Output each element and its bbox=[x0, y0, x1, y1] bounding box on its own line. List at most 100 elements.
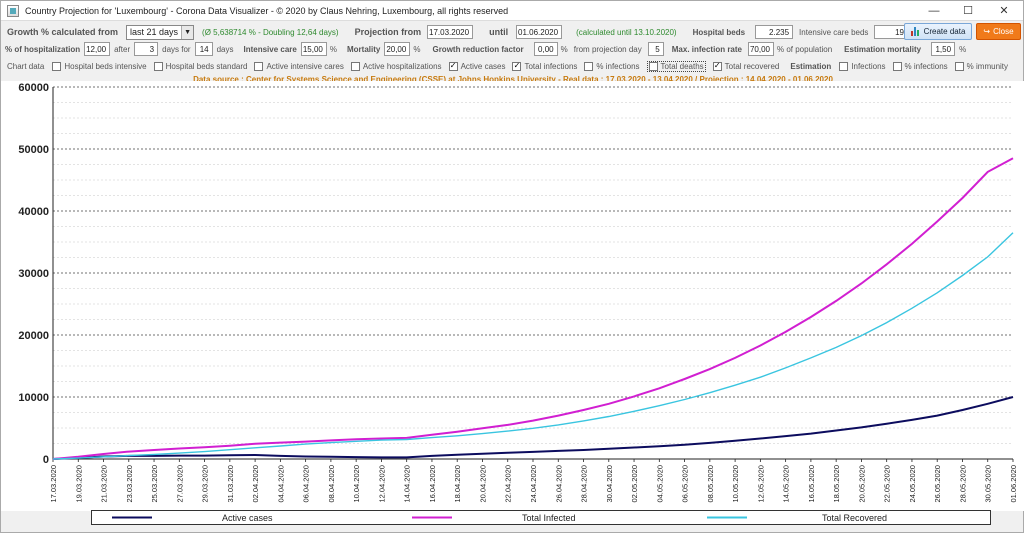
create-data-button[interactable]: Create data bbox=[904, 23, 972, 40]
after-field[interactable]: 3 bbox=[134, 42, 159, 56]
y-tick-label: 30000 bbox=[18, 268, 49, 280]
checkbox-box[interactable]: ✓ bbox=[712, 61, 722, 71]
hospital-beds-label: Hospital beds bbox=[692, 27, 746, 37]
maximize-button[interactable]: ☐ bbox=[963, 5, 973, 17]
series-line-active-cases bbox=[52, 396, 1014, 460]
from-day-field[interactable]: 5 bbox=[647, 42, 664, 56]
legend-label: Active cases bbox=[222, 513, 273, 523]
checkbox-hospital-beds-standard[interactable]: Hospital beds standard bbox=[153, 61, 248, 71]
estimation-mortality-field[interactable]: 1,50 bbox=[931, 42, 956, 56]
window-title: Country Projection for 'Luxembourg' - Co… bbox=[25, 5, 509, 16]
days-for-label: days for bbox=[162, 44, 191, 54]
days-for-field[interactable]: 14 bbox=[194, 42, 213, 56]
projection-from-label: Projection from bbox=[354, 27, 422, 37]
close-label: Close bbox=[993, 27, 1014, 36]
growth-period-select[interactable]: last 21 days ▼ bbox=[126, 24, 195, 40]
mortality-field[interactable]: 20,00 bbox=[384, 42, 411, 56]
checkbox-label: % infections bbox=[904, 61, 948, 71]
projection-chart: 0 10000 20000 30000 40000 50000 60000 17.03.202… bbox=[18, 82, 1018, 503]
checkbox-label: % immunity bbox=[966, 61, 1009, 71]
x-tick-label: 30.05.2020 bbox=[984, 465, 993, 503]
checkbox-box[interactable] bbox=[254, 61, 264, 71]
series-line-total-recovered bbox=[52, 232, 1014, 460]
minimize-button[interactable]: — bbox=[928, 4, 940, 17]
estimation-label: Estimation bbox=[790, 61, 832, 71]
checkbox-box[interactable] bbox=[584, 61, 594, 71]
close-button[interactable]: ↪ Close bbox=[976, 23, 1021, 40]
growth-period-value: last 21 days bbox=[130, 27, 179, 37]
checkbox-label: Active intensive cares bbox=[266, 61, 344, 71]
x-tick-label: 06.05.2020 bbox=[681, 465, 690, 503]
x-tick-label: 31.03.2020 bbox=[226, 465, 235, 503]
hospitalization-field[interactable]: 12,00 bbox=[84, 42, 111, 56]
checkbox-estimation-percent-infections[interactable]: % infections bbox=[892, 61, 948, 71]
checkbox-box[interactable] bbox=[954, 61, 964, 71]
x-tick-label: 25.03.2020 bbox=[150, 465, 159, 503]
x-tick-label: 18.04.2020 bbox=[453, 465, 462, 503]
growth-reduction-field[interactable]: 0,00 bbox=[533, 42, 558, 56]
x-tick-label: 16.04.2020 bbox=[428, 465, 437, 503]
checkbox-label: Infections bbox=[851, 61, 886, 71]
x-tick-label: 08.05.2020 bbox=[706, 465, 715, 503]
x-tick-label: 18.05.2020 bbox=[832, 465, 841, 503]
checkbox-percent-infections[interactable]: % infections bbox=[584, 61, 640, 71]
percent-label: % bbox=[959, 44, 967, 54]
y-tick-label: 10000 bbox=[18, 392, 49, 404]
checkbox-active-intensive-cares[interactable]: Active intensive cares bbox=[254, 61, 344, 71]
checkbox-box[interactable] bbox=[892, 61, 902, 71]
legend-label: Total Infected bbox=[522, 513, 576, 523]
x-tick-label: 01.06.2020 bbox=[1009, 465, 1018, 503]
checkbox-total-recovered[interactable]: ✓ Total recovered bbox=[712, 61, 780, 71]
checkbox-estimation-percent-immunity[interactable]: % immunity bbox=[954, 61, 1009, 71]
hospitalization-label: % of hospitalization bbox=[5, 44, 81, 54]
checkbox-hospital-beds-intensive[interactable]: Hospital beds intensive bbox=[52, 61, 147, 71]
x-tick-label: 27.03.2020 bbox=[175, 465, 184, 503]
until-label: until bbox=[489, 27, 509, 37]
x-tick-label: 24.05.2020 bbox=[908, 465, 917, 503]
x-tick-label: 02.05.2020 bbox=[630, 465, 639, 503]
settings-row-2: % of hospitalization 12,00 after 3 days … bbox=[5, 41, 966, 57]
percent-label: % bbox=[413, 44, 421, 54]
checkbox-box[interactable]: ✓ bbox=[448, 61, 458, 71]
x-tick-label: 10.05.2020 bbox=[731, 465, 740, 503]
x-tick-label: 12.05.2020 bbox=[756, 465, 765, 503]
checkbox-label: % infections bbox=[596, 61, 640, 71]
x-tick-label: 28.04.2020 bbox=[580, 465, 589, 503]
x-tick-label: 24.04.2020 bbox=[529, 465, 538, 503]
checkbox-estimation-infections[interactable]: Infections bbox=[839, 61, 886, 71]
projection-from-field[interactable]: 17.03.2020 bbox=[427, 25, 474, 39]
checkbox-total-deaths[interactable]: Total deaths bbox=[646, 60, 706, 72]
until-field[interactable]: 01.06.2020 bbox=[516, 25, 563, 39]
intensive-care-label: Intensive care bbox=[243, 44, 297, 54]
chevron-down-icon[interactable]: ▼ bbox=[181, 25, 194, 39]
checkbox-box[interactable] bbox=[350, 61, 360, 71]
checkbox-total-infections[interactable]: ✓ Total infections bbox=[512, 61, 578, 71]
y-tick-label: 50000 bbox=[18, 144, 49, 156]
checkbox-box[interactable] bbox=[839, 61, 849, 71]
checkbox-label: Total infections bbox=[524, 61, 578, 71]
checkbox-label: Hospital beds standard bbox=[165, 61, 248, 71]
after-label: after bbox=[114, 44, 131, 54]
window-close-button[interactable]: ✕ bbox=[999, 5, 1009, 17]
days-label: days bbox=[216, 44, 234, 54]
mortality-label: Mortality bbox=[347, 44, 381, 54]
intensive-care-field[interactable]: 15,00 bbox=[300, 42, 327, 56]
x-tick-label: 23.03.2020 bbox=[125, 465, 134, 503]
checkbox-box[interactable] bbox=[52, 61, 62, 71]
x-tick-label: 20.05.2020 bbox=[857, 465, 866, 503]
max-infection-label: Max. infection rate bbox=[671, 44, 742, 54]
checkbox-active-cases[interactable]: ✓ Active cases bbox=[448, 61, 506, 71]
checkbox-label: Active cases bbox=[460, 61, 506, 71]
checkbox-label: Total recovered bbox=[724, 61, 780, 71]
checkbox-box[interactable]: ✓ bbox=[512, 61, 522, 71]
max-infection-field[interactable]: 70,00 bbox=[748, 42, 774, 56]
chart-panel: 0 10000 20000 30000 40000 50000 60000 17.03.202… bbox=[1, 81, 1024, 511]
x-tick-label: 26.05.2020 bbox=[933, 465, 942, 503]
checkbox-box[interactable] bbox=[648, 61, 658, 71]
checkbox-box[interactable] bbox=[153, 61, 163, 71]
x-tick-label: 22.04.2020 bbox=[504, 465, 513, 503]
hospital-beds-field[interactable]: 2.235 bbox=[755, 25, 794, 39]
from-day-label: from projection day bbox=[573, 44, 642, 54]
checkbox-active-hospitalizations[interactable]: Active hospitalizations bbox=[350, 61, 442, 71]
